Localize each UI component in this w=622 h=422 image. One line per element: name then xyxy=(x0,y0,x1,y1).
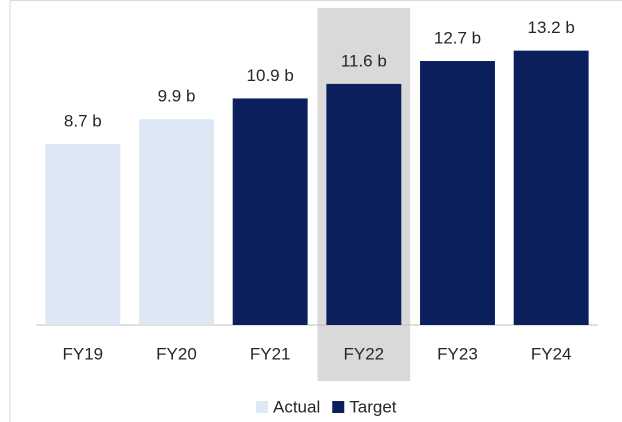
value-label: 8.7 b xyxy=(64,112,102,131)
bar xyxy=(232,98,308,325)
legend-swatch xyxy=(256,401,268,413)
value-label: 10.9 b xyxy=(247,66,294,85)
x-tick-label: FY20 xyxy=(156,344,197,363)
value-label: 12.7 b xyxy=(434,29,481,48)
bar xyxy=(513,50,589,325)
value-label: 11.6 b xyxy=(341,51,387,70)
legend-swatch xyxy=(332,401,345,413)
bar xyxy=(45,144,121,325)
x-tick-label: FY19 xyxy=(63,344,104,363)
x-tick-label: FY22 xyxy=(344,344,385,363)
bar xyxy=(139,119,214,325)
x-tick-label: FY23 xyxy=(437,344,478,363)
bar xyxy=(420,61,495,326)
bar xyxy=(326,83,402,325)
x-tick-label: FY21 xyxy=(250,344,291,363)
value-label: 13.2 b xyxy=(528,18,575,37)
value-label: 9.9 b xyxy=(158,87,196,106)
x-tick-label: FY24 xyxy=(531,344,572,363)
legend-label: Target xyxy=(349,397,397,416)
legend-label: Actual xyxy=(273,397,320,416)
